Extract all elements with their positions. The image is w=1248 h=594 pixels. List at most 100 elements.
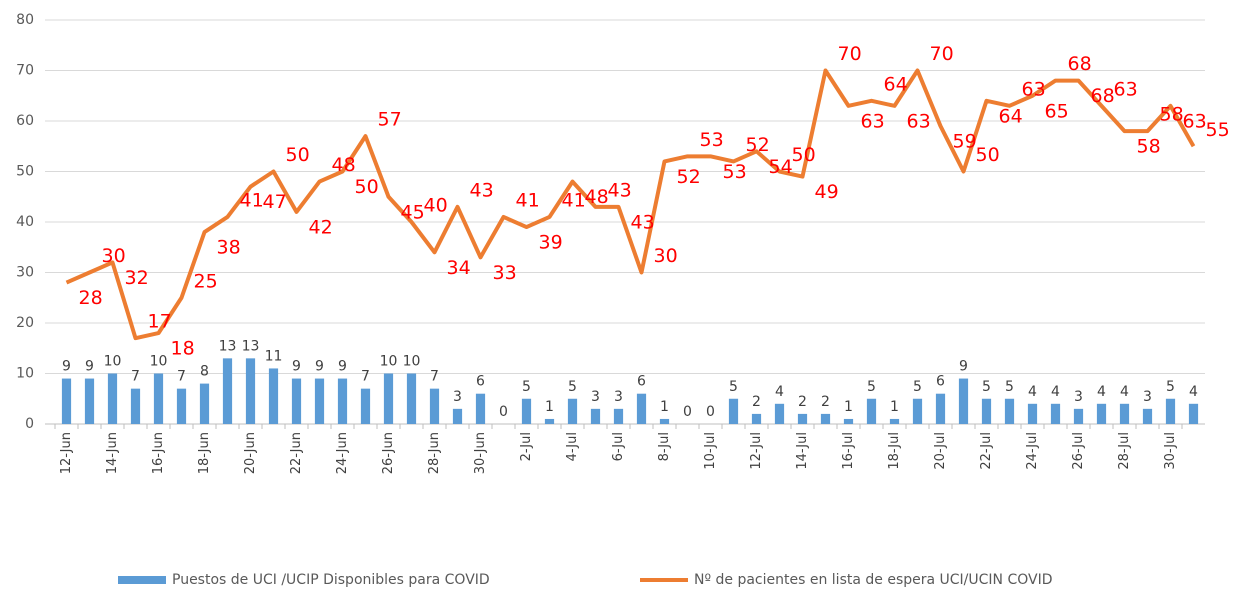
bar-label: 7 bbox=[361, 369, 370, 385]
bar-label: 4 bbox=[1051, 384, 1060, 400]
x-tick-label: 18-Jul bbox=[887, 432, 902, 470]
y-tick-label: 60 bbox=[16, 113, 34, 129]
bar bbox=[452, 408, 463, 424]
bar bbox=[1188, 403, 1199, 424]
bar-label: 0 bbox=[683, 404, 692, 420]
line-label: 52 bbox=[677, 166, 701, 188]
bar-label: 3 bbox=[1074, 389, 1083, 405]
line-label: 58 bbox=[1137, 136, 1161, 158]
bar bbox=[935, 393, 946, 424]
bar-label: 0 bbox=[499, 404, 508, 420]
bar bbox=[337, 378, 348, 424]
bar-label: 10 bbox=[104, 354, 122, 370]
bar-label: 10 bbox=[403, 354, 421, 370]
y-tick-label: 30 bbox=[16, 265, 34, 281]
bar bbox=[291, 378, 302, 424]
line bbox=[65, 68, 1196, 341]
line-label: 43 bbox=[631, 211, 655, 233]
line-label: 40 bbox=[424, 195, 448, 217]
bar bbox=[751, 413, 762, 424]
bar bbox=[866, 398, 877, 424]
bar bbox=[314, 378, 325, 424]
bar-label: 5 bbox=[982, 379, 991, 395]
bar bbox=[636, 393, 647, 424]
bar-label: 1 bbox=[844, 399, 853, 415]
x-tick-label: 20-Jun bbox=[243, 432, 258, 474]
line-label: 30 bbox=[654, 245, 678, 267]
bar-label: 11 bbox=[265, 348, 283, 364]
x-tick-label: 26-Jun bbox=[381, 432, 396, 474]
bar bbox=[130, 388, 141, 424]
line-label: 54 bbox=[769, 156, 793, 178]
bar-label: 3 bbox=[614, 389, 623, 405]
bar bbox=[268, 368, 279, 424]
line-label: 64 bbox=[999, 105, 1023, 127]
bar-label: 5 bbox=[568, 379, 577, 395]
y-tick-label: 10 bbox=[16, 366, 34, 382]
bar bbox=[1050, 403, 1061, 424]
bar bbox=[429, 388, 440, 424]
x-tick-label: 24-Jun bbox=[335, 432, 350, 474]
bar bbox=[912, 398, 923, 424]
line-label: 63 bbox=[1022, 78, 1046, 100]
x-tick-label: 8-Jul bbox=[657, 432, 672, 461]
x-tick-label: 10-Jul bbox=[703, 432, 718, 470]
line-label: 47 bbox=[263, 191, 287, 213]
bar bbox=[797, 413, 808, 424]
bar-label: 2 bbox=[821, 394, 830, 410]
bar-label: 7 bbox=[430, 369, 439, 385]
line-label: 63 bbox=[1114, 78, 1138, 100]
bar bbox=[107, 373, 118, 424]
line-label: 48 bbox=[332, 154, 356, 176]
bar-label: 9 bbox=[85, 359, 94, 375]
line-label: 43 bbox=[470, 179, 494, 201]
bar-label: 5 bbox=[1005, 379, 1014, 395]
line-label: 41 bbox=[562, 189, 586, 211]
y-tick-label: 40 bbox=[16, 214, 34, 230]
x-tick-label: 14-Jul bbox=[795, 432, 810, 470]
x-tick-label: 22-Jun bbox=[289, 432, 304, 474]
x-tick-label: 28-Jun bbox=[427, 432, 442, 474]
bar-label: 1 bbox=[660, 399, 669, 415]
bar-label: 9 bbox=[315, 359, 324, 375]
bar-label: 5 bbox=[729, 379, 738, 395]
bar bbox=[199, 383, 210, 424]
bar bbox=[958, 378, 969, 424]
line-label: 57 bbox=[378, 109, 402, 131]
bar-label: 9 bbox=[959, 359, 968, 375]
bar-label: 4 bbox=[1189, 384, 1198, 400]
x-tick-label: 30-Jun bbox=[473, 432, 488, 474]
line-label: 50 bbox=[792, 144, 816, 166]
y-tick-label: 20 bbox=[16, 315, 34, 331]
bar bbox=[360, 388, 371, 424]
x-tick-label: 4-Jul bbox=[565, 432, 580, 461]
bar bbox=[176, 388, 187, 424]
bar-label: 6 bbox=[936, 374, 945, 390]
bar-label: 10 bbox=[380, 354, 398, 370]
line-label: 42 bbox=[309, 216, 333, 238]
x-tick-label: 24-Jul bbox=[1025, 432, 1040, 470]
line-label: 48 bbox=[585, 186, 609, 208]
bar bbox=[1027, 403, 1038, 424]
y-tick-label: 70 bbox=[16, 63, 34, 79]
line-label: 65 bbox=[1045, 100, 1069, 122]
line-label: 63 bbox=[1183, 110, 1207, 132]
bar bbox=[567, 398, 578, 424]
x-tick-label: 22-Jul bbox=[979, 432, 994, 470]
line-label: 68 bbox=[1091, 85, 1115, 107]
line-label: 41 bbox=[516, 189, 540, 211]
bar-label: 1 bbox=[890, 399, 899, 415]
y-tick-label: 50 bbox=[16, 164, 34, 180]
x-tick-label: 28-Jul bbox=[1117, 432, 1132, 470]
line-label: 50 bbox=[976, 144, 1000, 166]
line-label: 43 bbox=[608, 179, 632, 201]
bar-label: 4 bbox=[1097, 384, 1106, 400]
bar-label: 9 bbox=[338, 359, 347, 375]
bar bbox=[544, 418, 555, 424]
bar-label: 9 bbox=[62, 359, 71, 375]
bar bbox=[728, 398, 739, 424]
line-label: 30 bbox=[102, 245, 126, 267]
bar bbox=[245, 358, 256, 424]
bar bbox=[1096, 403, 1107, 424]
bar bbox=[61, 378, 72, 424]
